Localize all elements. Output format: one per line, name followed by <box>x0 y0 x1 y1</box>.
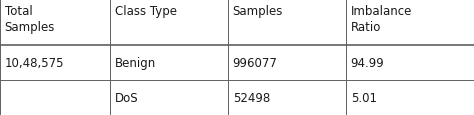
Text: Samples: Samples <box>233 5 283 17</box>
Text: 5.01: 5.01 <box>351 91 377 104</box>
Text: Total
Samples: Total Samples <box>5 5 55 33</box>
Text: 94.99: 94.99 <box>351 57 384 70</box>
Text: 996077: 996077 <box>233 57 278 70</box>
Text: Class Type: Class Type <box>115 5 177 17</box>
Text: Imbalance
Ratio: Imbalance Ratio <box>351 5 412 33</box>
Text: 10,48,575: 10,48,575 <box>5 57 64 70</box>
Text: Benign: Benign <box>115 57 156 70</box>
Text: DoS: DoS <box>115 91 138 104</box>
Text: 52498: 52498 <box>233 91 270 104</box>
